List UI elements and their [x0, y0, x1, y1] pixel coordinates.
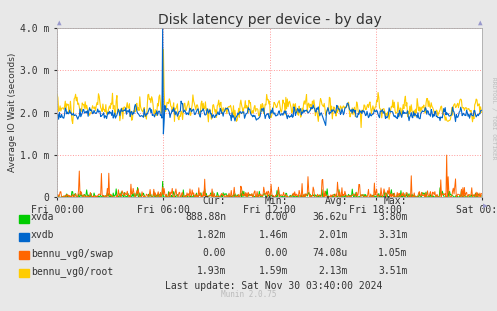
- Text: Last update: Sat Nov 30 03:40:00 2024: Last update: Sat Nov 30 03:40:00 2024: [165, 281, 382, 291]
- Text: 3.51m: 3.51m: [378, 266, 408, 276]
- Text: Min:: Min:: [265, 196, 288, 206]
- Text: Munin 2.0.75: Munin 2.0.75: [221, 290, 276, 299]
- Text: 0.00: 0.00: [265, 248, 288, 258]
- Text: RRDTOOL / TOBI OETIKER: RRDTOOL / TOBI OETIKER: [491, 77, 496, 160]
- Text: 1.93m: 1.93m: [197, 266, 226, 276]
- Text: Avg:: Avg:: [325, 196, 348, 206]
- Text: 1.59m: 1.59m: [259, 266, 288, 276]
- Text: Max:: Max:: [384, 196, 408, 206]
- Title: Disk latency per device - by day: Disk latency per device - by day: [158, 13, 382, 27]
- Y-axis label: Average IO Wait (seconds): Average IO Wait (seconds): [8, 53, 17, 172]
- Text: ▲: ▲: [57, 17, 61, 26]
- Text: 2.01m: 2.01m: [319, 230, 348, 240]
- Text: 1.82m: 1.82m: [197, 230, 226, 240]
- Text: bennu_vg0/root: bennu_vg0/root: [31, 266, 113, 277]
- Text: 3.80m: 3.80m: [378, 212, 408, 222]
- Text: xvda: xvda: [31, 212, 54, 222]
- Text: 0.00: 0.00: [203, 248, 226, 258]
- Text: 0.00: 0.00: [265, 212, 288, 222]
- Text: xvdb: xvdb: [31, 230, 54, 240]
- Text: Cur:: Cur:: [203, 196, 226, 206]
- Text: bennu_vg0/swap: bennu_vg0/swap: [31, 248, 113, 259]
- Text: 3.31m: 3.31m: [378, 230, 408, 240]
- Text: 1.46m: 1.46m: [259, 230, 288, 240]
- Text: 1.05m: 1.05m: [378, 248, 408, 258]
- Text: 36.62u: 36.62u: [313, 212, 348, 222]
- Text: 888.88n: 888.88n: [185, 212, 226, 222]
- Text: 2.13m: 2.13m: [319, 266, 348, 276]
- Text: 74.08u: 74.08u: [313, 248, 348, 258]
- Text: ▲: ▲: [478, 17, 483, 26]
- Text: ▶: ▶: [483, 201, 488, 210]
